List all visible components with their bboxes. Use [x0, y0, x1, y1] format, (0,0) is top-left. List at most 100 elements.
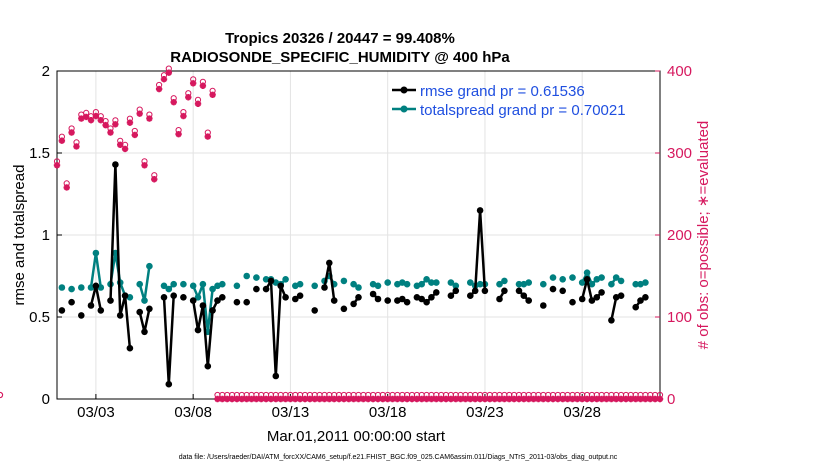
obs-evaluated-point	[467, 395, 474, 403]
totalspread-point	[598, 274, 605, 281]
rmse-point	[481, 287, 489, 295]
y-tick-left-label: 0.5	[29, 309, 50, 326]
rmse-point	[642, 294, 649, 301]
rmse-point	[311, 307, 319, 314]
y-tick-right-label: 300	[667, 145, 692, 162]
obs-evaluated-point	[608, 395, 615, 403]
totalspread-point	[496, 280, 503, 288]
obs-evaluated-point	[399, 395, 406, 403]
obs-evaluated-point	[437, 395, 445, 403]
obs-evaluated-point	[642, 395, 649, 403]
obs-evaluated-point	[180, 112, 187, 120]
rmse-line	[162, 295, 175, 386]
obs-evaluated-point	[233, 395, 241, 403]
totalspread-point	[165, 285, 173, 293]
rmse-point	[559, 287, 566, 295]
totalspread-point	[423, 276, 430, 283]
rmse-point	[520, 292, 528, 300]
obs-evaluated-point	[296, 395, 304, 403]
rmse-point	[292, 295, 299, 303]
obs-evaluated-point	[452, 395, 459, 403]
obs-evaluated-point	[379, 395, 387, 403]
obs-evaluated-point	[472, 395, 479, 403]
obs-evaluated-point	[447, 395, 455, 403]
obs-evaluated-point	[151, 176, 158, 183]
totalspread-point	[146, 262, 153, 270]
obs-evaluated-point	[554, 395, 562, 403]
rmse-point	[433, 289, 440, 296]
rmse-point	[374, 295, 382, 303]
obs-evaluated-point	[593, 395, 600, 403]
obs-evaluated-point	[442, 395, 450, 403]
obs-evaluated-point	[228, 395, 236, 403]
totalspread-point	[350, 280, 357, 288]
legend-rmse-label: rmse grand pr = 0.61536	[420, 83, 585, 100]
obs-evaluated-point	[501, 395, 508, 403]
obs-evaluated-point	[160, 76, 168, 83]
rmse-point	[588, 297, 596, 304]
obs-evaluated-point	[564, 395, 571, 403]
obs-evaluated-point	[112, 121, 119, 128]
x-axis: 03/03 03/08 03/13 03/18 03/23 03/28	[77, 394, 601, 421]
rmse-point	[204, 362, 212, 370]
totalspread-point	[209, 285, 216, 293]
totalspread-point	[160, 282, 168, 290]
rmse-point	[107, 297, 114, 304]
y-axis-left: 0 0.5 1 1.5 2	[29, 63, 62, 408]
legend-spread-marker	[400, 105, 408, 113]
obs-evaluated-point	[632, 395, 639, 403]
y-tick-left-label: 1	[42, 227, 50, 244]
obs-evaluated-point	[355, 395, 362, 403]
obs-evaluated-point	[117, 141, 124, 148]
obs-evaluated-point	[175, 130, 182, 138]
obs-evaluated-point	[389, 395, 396, 403]
totalspread-point	[540, 280, 547, 288]
obs-evaluated-point	[209, 91, 216, 98]
y-tick-left-label: 0	[42, 391, 50, 408]
obs-evaluated-point	[506, 395, 513, 403]
obs-evaluated-point	[515, 395, 523, 403]
obs-evaluated-point	[262, 395, 270, 403]
totalspread-point	[501, 277, 508, 285]
obs-evaluated-point	[350, 395, 357, 403]
obs-evaluated-point	[199, 82, 207, 89]
totalspread-point	[78, 284, 85, 291]
legend-rmse-marker	[400, 86, 408, 94]
x-axis-label: Mar.01,2011 00:00:00 start	[267, 428, 446, 445]
obs-evaluated-point	[403, 395, 411, 403]
totalspread-point	[58, 284, 66, 291]
totalspread-point	[384, 279, 392, 286]
obs-evaluated-point	[102, 121, 109, 129]
rmse-point	[121, 292, 129, 300]
y-tick-right-label: 400	[667, 63, 692, 80]
obs-evaluated-point	[97, 117, 104, 124]
obs-possible-point	[0, 391, 4, 399]
rmse-point	[141, 328, 148, 336]
obs-evaluated-point	[258, 395, 265, 403]
totalspread-point	[199, 280, 207, 288]
obs-evaluated-point	[73, 143, 80, 150]
totalspread-point	[559, 276, 566, 283]
rmse-line	[109, 163, 132, 349]
obs-evaluated-point	[214, 395, 221, 403]
totalspread-point	[418, 280, 426, 288]
rmse-point	[92, 282, 100, 290]
rmse-point	[515, 287, 523, 295]
totalspread-point	[608, 280, 615, 288]
obs-evaluated-point	[486, 395, 493, 403]
y-axis-right-label: # of obs: o=possible; ∗=evaluated	[695, 121, 712, 350]
obs-evaluated-point	[155, 85, 163, 93]
totalspread-point	[296, 280, 304, 288]
obs-evaluated-point	[301, 395, 309, 403]
x-tick-label: 03/13	[272, 404, 310, 421]
rmse-point	[340, 305, 348, 313]
obs-evaluated-point	[365, 395, 372, 403]
rmse-point	[160, 294, 168, 301]
rmse-point	[78, 312, 85, 319]
obs-evaluated-point	[107, 129, 114, 136]
rmse-line	[469, 209, 487, 297]
y-tick-right-label: 0	[667, 391, 675, 408]
rmse-line	[265, 279, 287, 378]
rmse-point	[199, 302, 207, 309]
obs-evaluated-point	[330, 395, 338, 403]
